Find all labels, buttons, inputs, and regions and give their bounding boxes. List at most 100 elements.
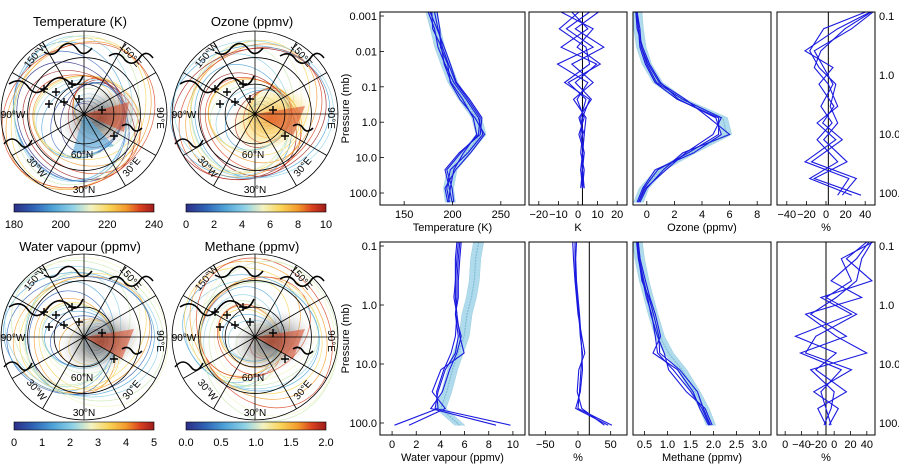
- lon-label-90w: 90°W: [1, 110, 26, 121]
- station-marker: [110, 132, 118, 140]
- contour-line: [19, 273, 147, 391]
- ozone-colorbar: [185, 203, 327, 213]
- x-tick-label: 8: [754, 209, 760, 221]
- station-marker: [231, 321, 239, 329]
- meridian-line: [83, 113, 126, 187]
- colorbar-tick-label: 0.0: [178, 437, 193, 449]
- water-vapour-map-title: Water vapour (ppmv): [19, 239, 141, 254]
- meridian-line: [11, 336, 85, 379]
- series-line: [804, 242, 870, 426]
- contour-line: [28, 74, 141, 175]
- meridian-line: [182, 295, 256, 338]
- meridian-line: [213, 336, 256, 410]
- water-vapour-difference-panel: −50 0 50%: [528, 241, 628, 464]
- temperature-difference-panel: −20 −10 0 10 20 K: [528, 11, 628, 234]
- station-marker: [281, 132, 289, 140]
- meridian-line: [83, 113, 157, 156]
- meridian-line: [11, 113, 85, 156]
- meridian-line: [83, 336, 126, 410]
- station-marker: [231, 98, 239, 106]
- x-tick-label: −10: [549, 209, 568, 221]
- colorbar-tick-label: 4: [123, 437, 129, 449]
- methane-profile-panel: 0.5 1.0 1.5 2.0 2.5 3.0 Methane (ppmv): [632, 241, 772, 464]
- x-tick-label: 0: [389, 439, 395, 451]
- series-line: [803, 12, 871, 196]
- contour-line: [207, 78, 303, 164]
- lon-label-90e: 90°E: [154, 107, 165, 129]
- station-marker: [239, 80, 247, 88]
- x-tick-label: 20: [611, 209, 623, 221]
- station-marker: [68, 303, 76, 311]
- series-line: [560, 12, 602, 189]
- shaded-wedge: [84, 102, 129, 132]
- station-marker: [60, 321, 68, 329]
- series-line: [636, 242, 713, 426]
- x-tick-label: 40: [861, 439, 873, 451]
- x-tick-label: 150: [395, 209, 413, 221]
- methane-difference-panel: 0 −40−20 0 20 40% 0.1 1.0 10.0 100.: [776, 241, 899, 464]
- series-line: [793, 242, 873, 426]
- coastline: [279, 275, 325, 287]
- coastline: [214, 265, 264, 279]
- series-line: [636, 12, 723, 203]
- colorbar-tick-label: 4: [239, 219, 245, 231]
- x-tick-label: 10: [507, 439, 519, 451]
- station-marker: [216, 100, 224, 108]
- meridian-line: [83, 72, 157, 115]
- series-line: [635, 12, 720, 203]
- series-line: [394, 242, 459, 426]
- coastline: [108, 52, 154, 64]
- station-marker: [40, 308, 48, 316]
- x-tick-label: 0: [823, 209, 829, 221]
- panel-frame: [528, 11, 628, 206]
- y-axis-label: Pressure (mb): [340, 304, 352, 374]
- colorbar-tick-label: 10: [320, 219, 332, 231]
- colorbar-tick-label: 180: [5, 219, 23, 231]
- x-tick-label: 2.0: [706, 439, 721, 451]
- lon-label-90w: 90°W: [172, 110, 197, 121]
- series-line: [433, 12, 481, 203]
- series-line: [808, 12, 874, 196]
- shaded-wedge: [255, 329, 305, 359]
- x-tick-label: 20: [844, 439, 856, 451]
- x-tick-label: 20: [839, 209, 851, 221]
- y-tick-label: 0.1: [362, 241, 377, 253]
- meridian-line: [42, 113, 85, 187]
- meridian-line: [42, 336, 85, 410]
- colorbar-tick-label: 220: [98, 219, 116, 231]
- station-marker: [110, 355, 118, 363]
- x-tick-label: 10: [591, 209, 603, 221]
- colorbar-tick-label: 2.0: [318, 437, 333, 449]
- contour-line: [1, 42, 156, 189]
- station-marker: [211, 308, 219, 316]
- series-line: [804, 242, 874, 426]
- series-line: [558, 12, 591, 189]
- coastline: [3, 361, 33, 371]
- station-marker: [40, 85, 48, 93]
- coastline: [3, 138, 33, 148]
- colorbar-tick-label: 0.5: [213, 437, 228, 449]
- y-tick-label-right: 10.0: [879, 129, 899, 141]
- station-marker: [239, 303, 247, 311]
- meridian-line: [83, 295, 157, 338]
- lat-label-30n: 30°N: [244, 408, 266, 419]
- x-tick-label: 40: [859, 209, 871, 221]
- series-line: [809, 12, 866, 196]
- x-tick-label: 1.5: [683, 439, 698, 451]
- plot-area: [793, 242, 874, 426]
- station-marker: [216, 323, 224, 331]
- coastline: [292, 346, 314, 355]
- colorbar-tick-label: 0: [11, 437, 17, 449]
- x-tick-label: 250: [492, 209, 510, 221]
- coastline: [179, 298, 255, 317]
- station-marker: [281, 355, 289, 363]
- methane-colorbar: [185, 421, 327, 431]
- ozone-profile-panel: 0 2 4 6 8 Ozone (ppmv): [632, 11, 772, 234]
- ozone-map-title: Ozone (ppmv): [211, 14, 293, 29]
- y-tick-label-right: 10.0: [879, 359, 899, 371]
- series-line: [575, 242, 609, 426]
- series-line: [429, 242, 497, 426]
- y-tick-label: 1.0: [362, 117, 377, 129]
